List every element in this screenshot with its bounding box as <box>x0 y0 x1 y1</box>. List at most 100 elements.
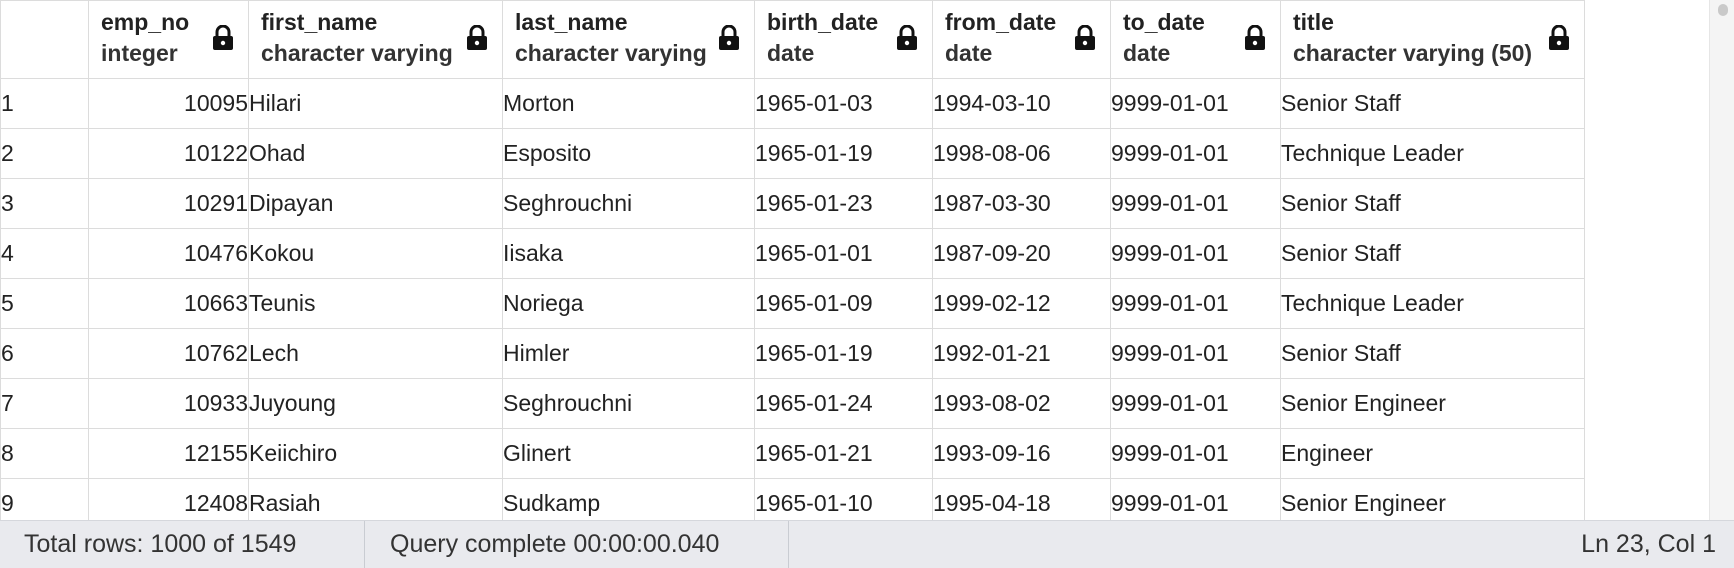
header-row: emp_no integer first_name character vary… <box>0 0 1585 79</box>
table-row[interactable]: 7 10933 Juyoung Seghrouchni 1965-01-24 1… <box>0 378 1585 429</box>
row-number[interactable]: 3 <box>0 178 89 229</box>
cell-first-name[interactable]: Hilari <box>248 78 503 129</box>
cell-to-date[interactable]: 9999-01-01 <box>1110 228 1281 279</box>
row-number[interactable]: 4 <box>0 228 89 279</box>
column-name: title <box>1293 9 1334 35</box>
cell-to-date[interactable]: 9999-01-01 <box>1110 278 1281 329</box>
cell-from-date[interactable]: 1993-09-16 <box>932 428 1111 479</box>
cell-title[interactable]: Senior Staff <box>1280 228 1585 279</box>
cell-first-name[interactable]: Juyoung <box>248 378 503 429</box>
cell-from-date[interactable]: 1994-03-10 <box>932 78 1111 129</box>
cell-emp-no[interactable]: 10663 <box>88 278 249 329</box>
cell-to-date[interactable]: 9999-01-01 <box>1110 128 1281 179</box>
cursor-position-label: Ln 23, Col 1 <box>1581 530 1716 558</box>
status-bar: Total rows: 1000 of 1549 Query complete … <box>0 520 1734 568</box>
column-header-title[interactable]: title character varying (50) <box>1280 0 1585 79</box>
row-number[interactable]: 2 <box>0 128 89 179</box>
cell-birth-date[interactable]: 1965-01-21 <box>754 428 933 479</box>
cell-first-name[interactable]: Kokou <box>248 228 503 279</box>
cell-from-date[interactable]: 1987-03-30 <box>932 178 1111 229</box>
cell-last-name[interactable]: Iisaka <box>502 228 755 279</box>
row-number[interactable]: 6 <box>0 328 89 379</box>
column-header-to-date[interactable]: to_date date <box>1110 0 1281 79</box>
cell-last-name[interactable]: Noriega <box>502 278 755 329</box>
cell-emp-no[interactable]: 12155 <box>88 428 249 479</box>
results-grid[interactable]: emp_no integer first_name character vary… <box>0 0 1710 520</box>
cell-first-name[interactable]: Rasiah <box>248 478 503 520</box>
row-number[interactable]: 8 <box>0 428 89 479</box>
cell-birth-date[interactable]: 1965-01-03 <box>754 78 933 129</box>
cell-emp-no[interactable]: 10291 <box>88 178 249 229</box>
cell-to-date[interactable]: 9999-01-01 <box>1110 328 1281 379</box>
table-row[interactable]: 2 10122 Ohad Esposito 1965-01-19 1998-08… <box>0 128 1585 179</box>
cell-from-date[interactable]: 1992-01-21 <box>932 328 1111 379</box>
cell-birth-date[interactable]: 1965-01-19 <box>754 328 933 379</box>
cell-first-name[interactable]: Keiichiro <box>248 428 503 479</box>
column-header-first-name[interactable]: first_name character varying <box>248 0 503 79</box>
row-number[interactable]: 7 <box>0 378 89 429</box>
cell-title[interactable]: Senior Engineer <box>1280 378 1585 429</box>
cell-last-name[interactable]: Seghrouchni <box>502 378 755 429</box>
cell-last-name[interactable]: Himler <box>502 328 755 379</box>
column-header-emp-no[interactable]: emp_no integer <box>88 0 249 79</box>
cell-birth-date[interactable]: 1965-01-09 <box>754 278 933 329</box>
cell-from-date[interactable]: 1999-02-12 <box>932 278 1111 329</box>
cell-title[interactable]: Senior Staff <box>1280 78 1585 129</box>
cell-birth-date[interactable]: 1965-01-23 <box>754 178 933 229</box>
table-row[interactable]: 1 10095 Hilari Morton 1965-01-03 1994-03… <box>0 78 1585 129</box>
lock-icon <box>467 25 487 50</box>
cell-from-date[interactable]: 1987-09-20 <box>932 228 1111 279</box>
cell-first-name[interactable]: Teunis <box>248 278 503 329</box>
cell-last-name[interactable]: Seghrouchni <box>502 178 755 229</box>
scrollbar-thumb[interactable] <box>1718 4 1728 16</box>
cell-last-name[interactable]: Sudkamp <box>502 478 755 520</box>
cell-title[interactable]: Technique Leader <box>1280 128 1585 179</box>
cell-birth-date[interactable]: 1965-01-01 <box>754 228 933 279</box>
cell-to-date[interactable]: 9999-01-01 <box>1110 78 1281 129</box>
cell-first-name[interactable]: Ohad <box>248 128 503 179</box>
lock-icon <box>1075 25 1095 50</box>
row-number[interactable]: 9 <box>0 478 89 520</box>
column-header-birth-date[interactable]: birth_date date <box>754 0 933 79</box>
cell-title[interactable]: Technique Leader <box>1280 278 1585 329</box>
cell-emp-no[interactable]: 10476 <box>88 228 249 279</box>
cell-emp-no[interactable]: 12408 <box>88 478 249 520</box>
column-type: character varying <box>515 40 707 66</box>
cell-first-name[interactable]: Dipayan <box>248 178 503 229</box>
table-row[interactable]: 9 12408 Rasiah Sudkamp 1965-01-10 1995-0… <box>0 478 1585 520</box>
row-number[interactable]: 5 <box>0 278 89 329</box>
cell-from-date[interactable]: 1995-04-18 <box>932 478 1111 520</box>
cell-first-name[interactable]: Lech <box>248 328 503 379</box>
cell-to-date[interactable]: 9999-01-01 <box>1110 428 1281 479</box>
vertical-scrollbar[interactable] <box>1709 0 1734 520</box>
column-header-last-name[interactable]: last_name character varying <box>502 0 755 79</box>
cell-emp-no[interactable]: 10122 <box>88 128 249 179</box>
cell-emp-no[interactable]: 10095 <box>88 78 249 129</box>
cell-title[interactable]: Senior Staff <box>1280 328 1585 379</box>
cell-from-date[interactable]: 1993-08-02 <box>932 378 1111 429</box>
table-row[interactable]: 6 10762 Lech Himler 1965-01-19 1992-01-2… <box>0 328 1585 379</box>
cell-to-date[interactable]: 9999-01-01 <box>1110 378 1281 429</box>
cell-from-date[interactable]: 1998-08-06 <box>932 128 1111 179</box>
cell-to-date[interactable]: 9999-01-01 <box>1110 478 1281 520</box>
row-number-header[interactable] <box>0 0 89 79</box>
cell-birth-date[interactable]: 1965-01-10 <box>754 478 933 520</box>
column-type: date <box>1123 40 1171 66</box>
table-row[interactable]: 8 12155 Keiichiro Glinert 1965-01-21 199… <box>0 428 1585 479</box>
cell-last-name[interactable]: Esposito <box>502 128 755 179</box>
cell-title[interactable]: Senior Staff <box>1280 178 1585 229</box>
cell-birth-date[interactable]: 1965-01-24 <box>754 378 933 429</box>
cell-title[interactable]: Senior Engineer <box>1280 478 1585 520</box>
cell-title[interactable]: Engineer <box>1280 428 1585 479</box>
cell-last-name[interactable]: Morton <box>502 78 755 129</box>
table-row[interactable]: 5 10663 Teunis Noriega 1965-01-09 1999-0… <box>0 278 1585 329</box>
table-row[interactable]: 4 10476 Kokou Iisaka 1965-01-01 1987-09-… <box>0 228 1585 279</box>
cell-last-name[interactable]: Glinert <box>502 428 755 479</box>
table-row[interactable]: 3 10291 Dipayan Seghrouchni 1965-01-23 1… <box>0 178 1585 229</box>
cell-emp-no[interactable]: 10933 <box>88 378 249 429</box>
cell-birth-date[interactable]: 1965-01-19 <box>754 128 933 179</box>
cell-emp-no[interactable]: 10762 <box>88 328 249 379</box>
cell-to-date[interactable]: 9999-01-01 <box>1110 178 1281 229</box>
row-number[interactable]: 1 <box>0 78 89 129</box>
column-header-from-date[interactable]: from_date date <box>932 0 1111 79</box>
